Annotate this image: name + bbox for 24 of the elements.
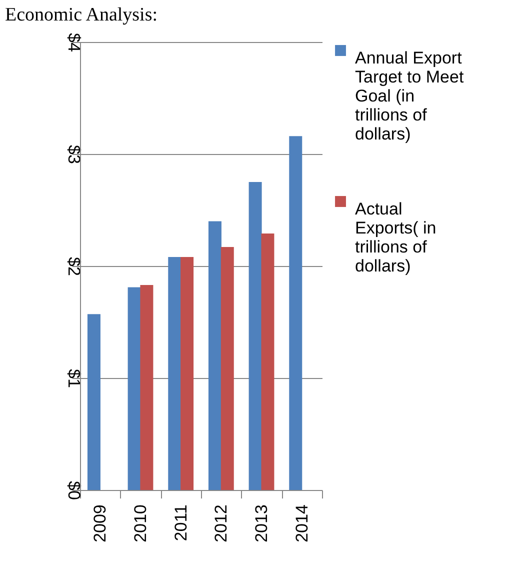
bar [87, 314, 100, 490]
y-tick-label: $0 [64, 481, 84, 500]
bar [220, 246, 234, 490]
x-tick-label: 2010 [131, 504, 150, 542]
bar [208, 221, 222, 490]
bar [140, 285, 154, 490]
x-tick-label: 2013 [252, 504, 271, 542]
x-tick-label: 2014 [292, 504, 312, 542]
x-tick-label: 2009 [90, 504, 110, 542]
bar [168, 257, 182, 490]
bar [248, 182, 262, 490]
bar [180, 257, 194, 490]
y-tick-label: $3 [64, 145, 84, 164]
legend-label: Annual Export Target to Meet Goal (in trillions of dollars) [355, 48, 464, 144]
y-tick-label: $1 [64, 369, 84, 388]
bar [128, 287, 141, 490]
y-tick-label: $2 [64, 257, 84, 276]
bar [261, 234, 274, 490]
y-tick-label: $4 [64, 33, 84, 52]
bar [289, 136, 302, 490]
chart-title: Economic Analysis: [5, 4, 158, 26]
x-tick-label: 2012 [212, 504, 231, 542]
x-tick-label: 2011 [171, 504, 190, 542]
legend-label: Actual Exports( in trillions of dollars) [355, 200, 436, 276]
